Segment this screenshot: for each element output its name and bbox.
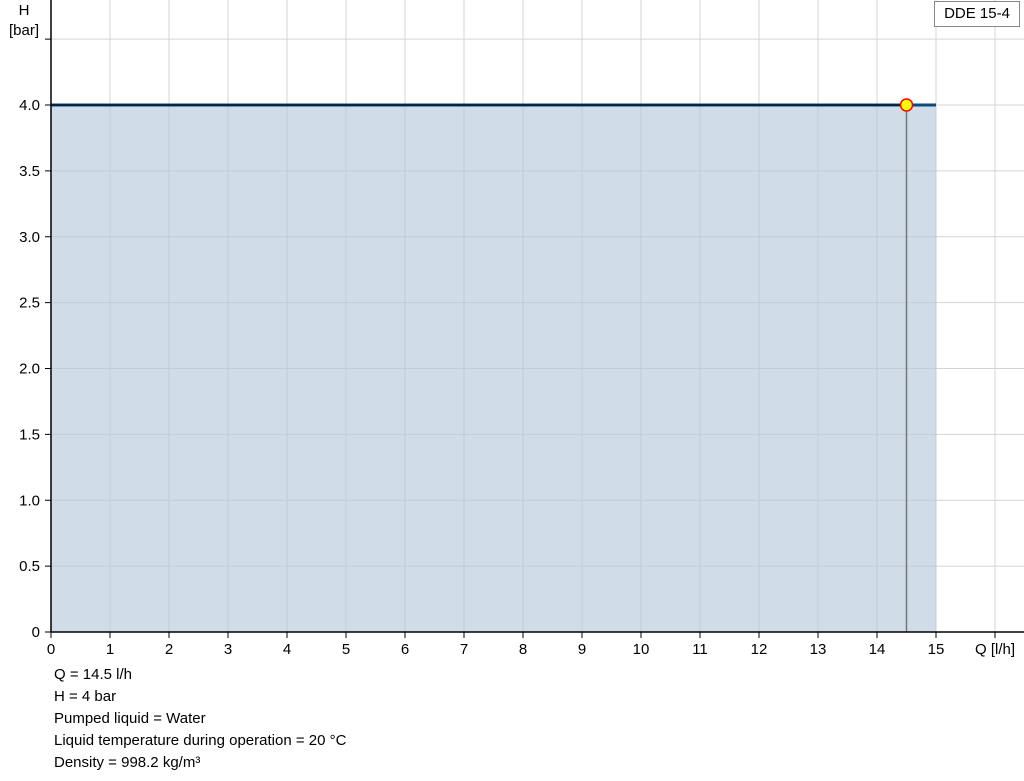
x-tick-label: 12 [751, 641, 768, 658]
y-tick-label: 2.5 [19, 295, 40, 312]
x-tick-label: 1 [106, 641, 114, 658]
info-temperature: Liquid temperature during operation = 20… [54, 732, 347, 749]
x-tick-label: 2 [165, 641, 173, 658]
x-tick-label: 9 [578, 641, 586, 658]
x-tick-label: 15 [928, 641, 945, 658]
duty-point-marker [899, 98, 914, 112]
y-tick-label: 3.0 [19, 229, 40, 246]
x-tick-label: 0 [47, 641, 55, 658]
x-axis-label: Q [l/h] [975, 641, 1015, 658]
y-axis-label: H [19, 2, 30, 19]
y-tick-label: 4.0 [19, 97, 40, 114]
x-tick-label: 8 [519, 641, 527, 658]
y-tick-label: 1.0 [19, 492, 40, 509]
x-tick-label: 4 [283, 641, 291, 658]
info-density: Density = 998.2 kg/m³ [54, 754, 201, 771]
y-axis-unit: [bar] [9, 22, 39, 39]
x-tick-label: 7 [460, 641, 468, 658]
y-tick-label: 0 [32, 624, 40, 641]
info-flow: Q = 14.5 l/h [54, 666, 132, 683]
x-tick-label: 11 [692, 641, 708, 658]
y-tick-label: 3.5 [19, 163, 40, 180]
info-head: H = 4 bar [54, 688, 117, 705]
x-tick-label: 5 [342, 641, 350, 658]
y-tick-label: 2.0 [19, 361, 40, 378]
x-tick-label: 14 [869, 641, 886, 658]
y-tick-label: 1.5 [19, 426, 40, 443]
duty-point-info: Q = 14.5 l/h H = 4 bar Pumped liquid = W… [54, 664, 346, 774]
x-tick-label: 6 [401, 641, 409, 658]
x-tick-label: 3 [224, 641, 232, 658]
x-tick-label: 10 [633, 641, 650, 658]
legend-series-label: DDE 15-4 [934, 1, 1020, 27]
info-liquid: Pumped liquid = Water [54, 710, 206, 727]
y-tick-label: 0.5 [19, 558, 40, 575]
x-tick-label: 13 [810, 641, 827, 658]
